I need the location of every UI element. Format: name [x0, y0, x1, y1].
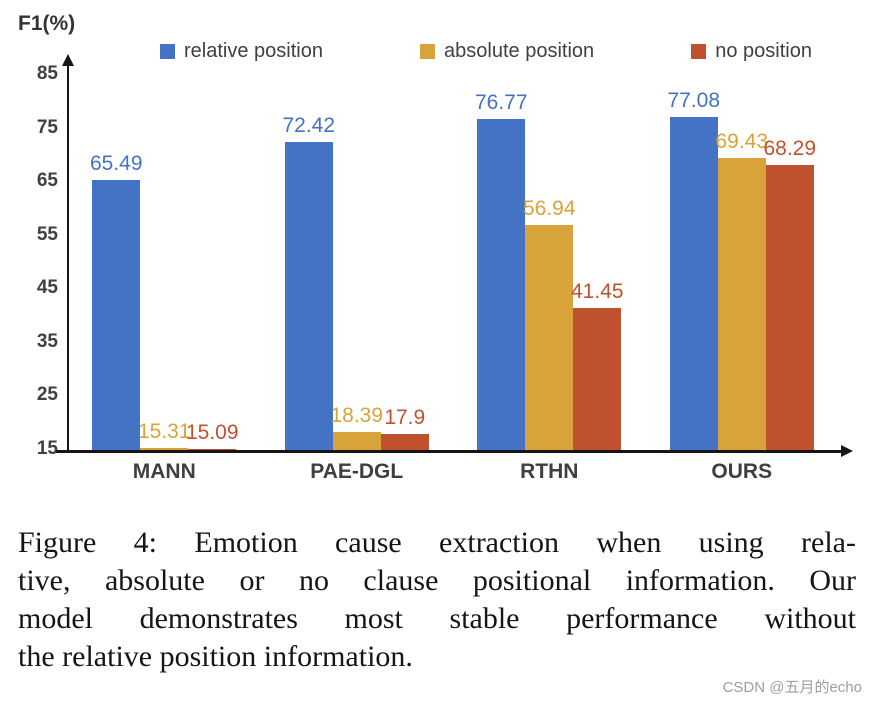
- x-axis-arrow-icon: [841, 444, 853, 457]
- bar-value-label: 65.49: [89, 151, 143, 175]
- bar-value-label: 69.43: [715, 130, 769, 154]
- legend-label: no position: [715, 40, 812, 62]
- x-category-label: OURS: [711, 460, 773, 483]
- legend-item-no-position: no position: [691, 40, 812, 63]
- bar-value-label: 41.45: [570, 280, 624, 304]
- y-axis-arrow-icon: [61, 54, 74, 66]
- bar-pae-dgl-absolute-position: [332, 431, 381, 450]
- bar-pae-dgl-no-position: [380, 434, 429, 450]
- y-tick-label: 65: [36, 170, 58, 192]
- bar-value-label: 15.09: [185, 420, 239, 444]
- y-axis-title: F1(%): [18, 12, 76, 35]
- bar-rthn-absolute-position: [525, 225, 574, 450]
- legend-label: relative position: [184, 40, 323, 62]
- bar-value-label: 18.39: [330, 403, 384, 427]
- x-axis-line: [56, 450, 842, 453]
- bar-value-label: 17.9: [384, 406, 426, 430]
- y-tick-label: 45: [36, 277, 58, 299]
- caption-line: the relative position information.: [18, 640, 413, 673]
- legend-swatch-icon: [691, 44, 707, 59]
- x-category-label: PAE-DGL: [310, 460, 404, 483]
- caption-line: model demonstrates most stable performan…: [18, 602, 856, 635]
- bar-chart: F1(%) relative position absolute position…: [18, 12, 853, 483]
- bar-mann-relative-position: [92, 179, 141, 450]
- bar-rthn-no-position: [573, 308, 622, 450]
- bar-mann-absolute-position: [140, 448, 189, 450]
- bar-ours-relative-position: [669, 117, 718, 450]
- bar-rthn-relative-position: [477, 119, 526, 450]
- y-axis-line: [66, 66, 69, 452]
- bar-ours-no-position: [765, 164, 814, 450]
- bar-mann-no-position: [188, 448, 237, 450]
- x-category-label: RTHN: [520, 460, 579, 483]
- bar-ours-absolute-position: [717, 158, 766, 450]
- bar-pae-dgl-relative-position: [284, 142, 333, 450]
- watermark: CSDN @五月的echo: [722, 679, 862, 696]
- y-tick-label: 75: [36, 116, 58, 138]
- figure-caption: Figure 4: Emotion cause extraction when …: [18, 524, 856, 676]
- legend-item-relative-position: relative position: [160, 40, 323, 63]
- bar-value-label: 76.77: [474, 91, 528, 115]
- y-tick-label: 85: [36, 63, 58, 84]
- bar-value-label: 15.31: [137, 420, 191, 444]
- legend-swatch-icon: [420, 44, 436, 59]
- bar-value-label: 77.08: [667, 89, 721, 113]
- bar-value-label: 56.94: [522, 197, 576, 221]
- caption-line: tive, absolute or no clause positional i…: [18, 564, 856, 597]
- legend-swatch-icon: [160, 44, 175, 59]
- y-tick-label: 25: [36, 384, 58, 406]
- caption-line: Figure 4: Emotion cause extraction when …: [18, 526, 856, 559]
- legend-item-absolute-position: absolute position: [420, 40, 594, 63]
- y-tick-label: 55: [36, 223, 58, 245]
- x-category-label: MANN: [132, 460, 196, 483]
- bar-value-label: 68.29: [763, 136, 817, 160]
- y-tick-label: 15: [36, 438, 58, 459]
- y-tick-label: 35: [36, 330, 58, 352]
- bar-value-label: 72.42: [282, 114, 336, 138]
- legend: relative position absolute position no pos…: [160, 40, 812, 63]
- legend-label: absolute position: [444, 40, 595, 62]
